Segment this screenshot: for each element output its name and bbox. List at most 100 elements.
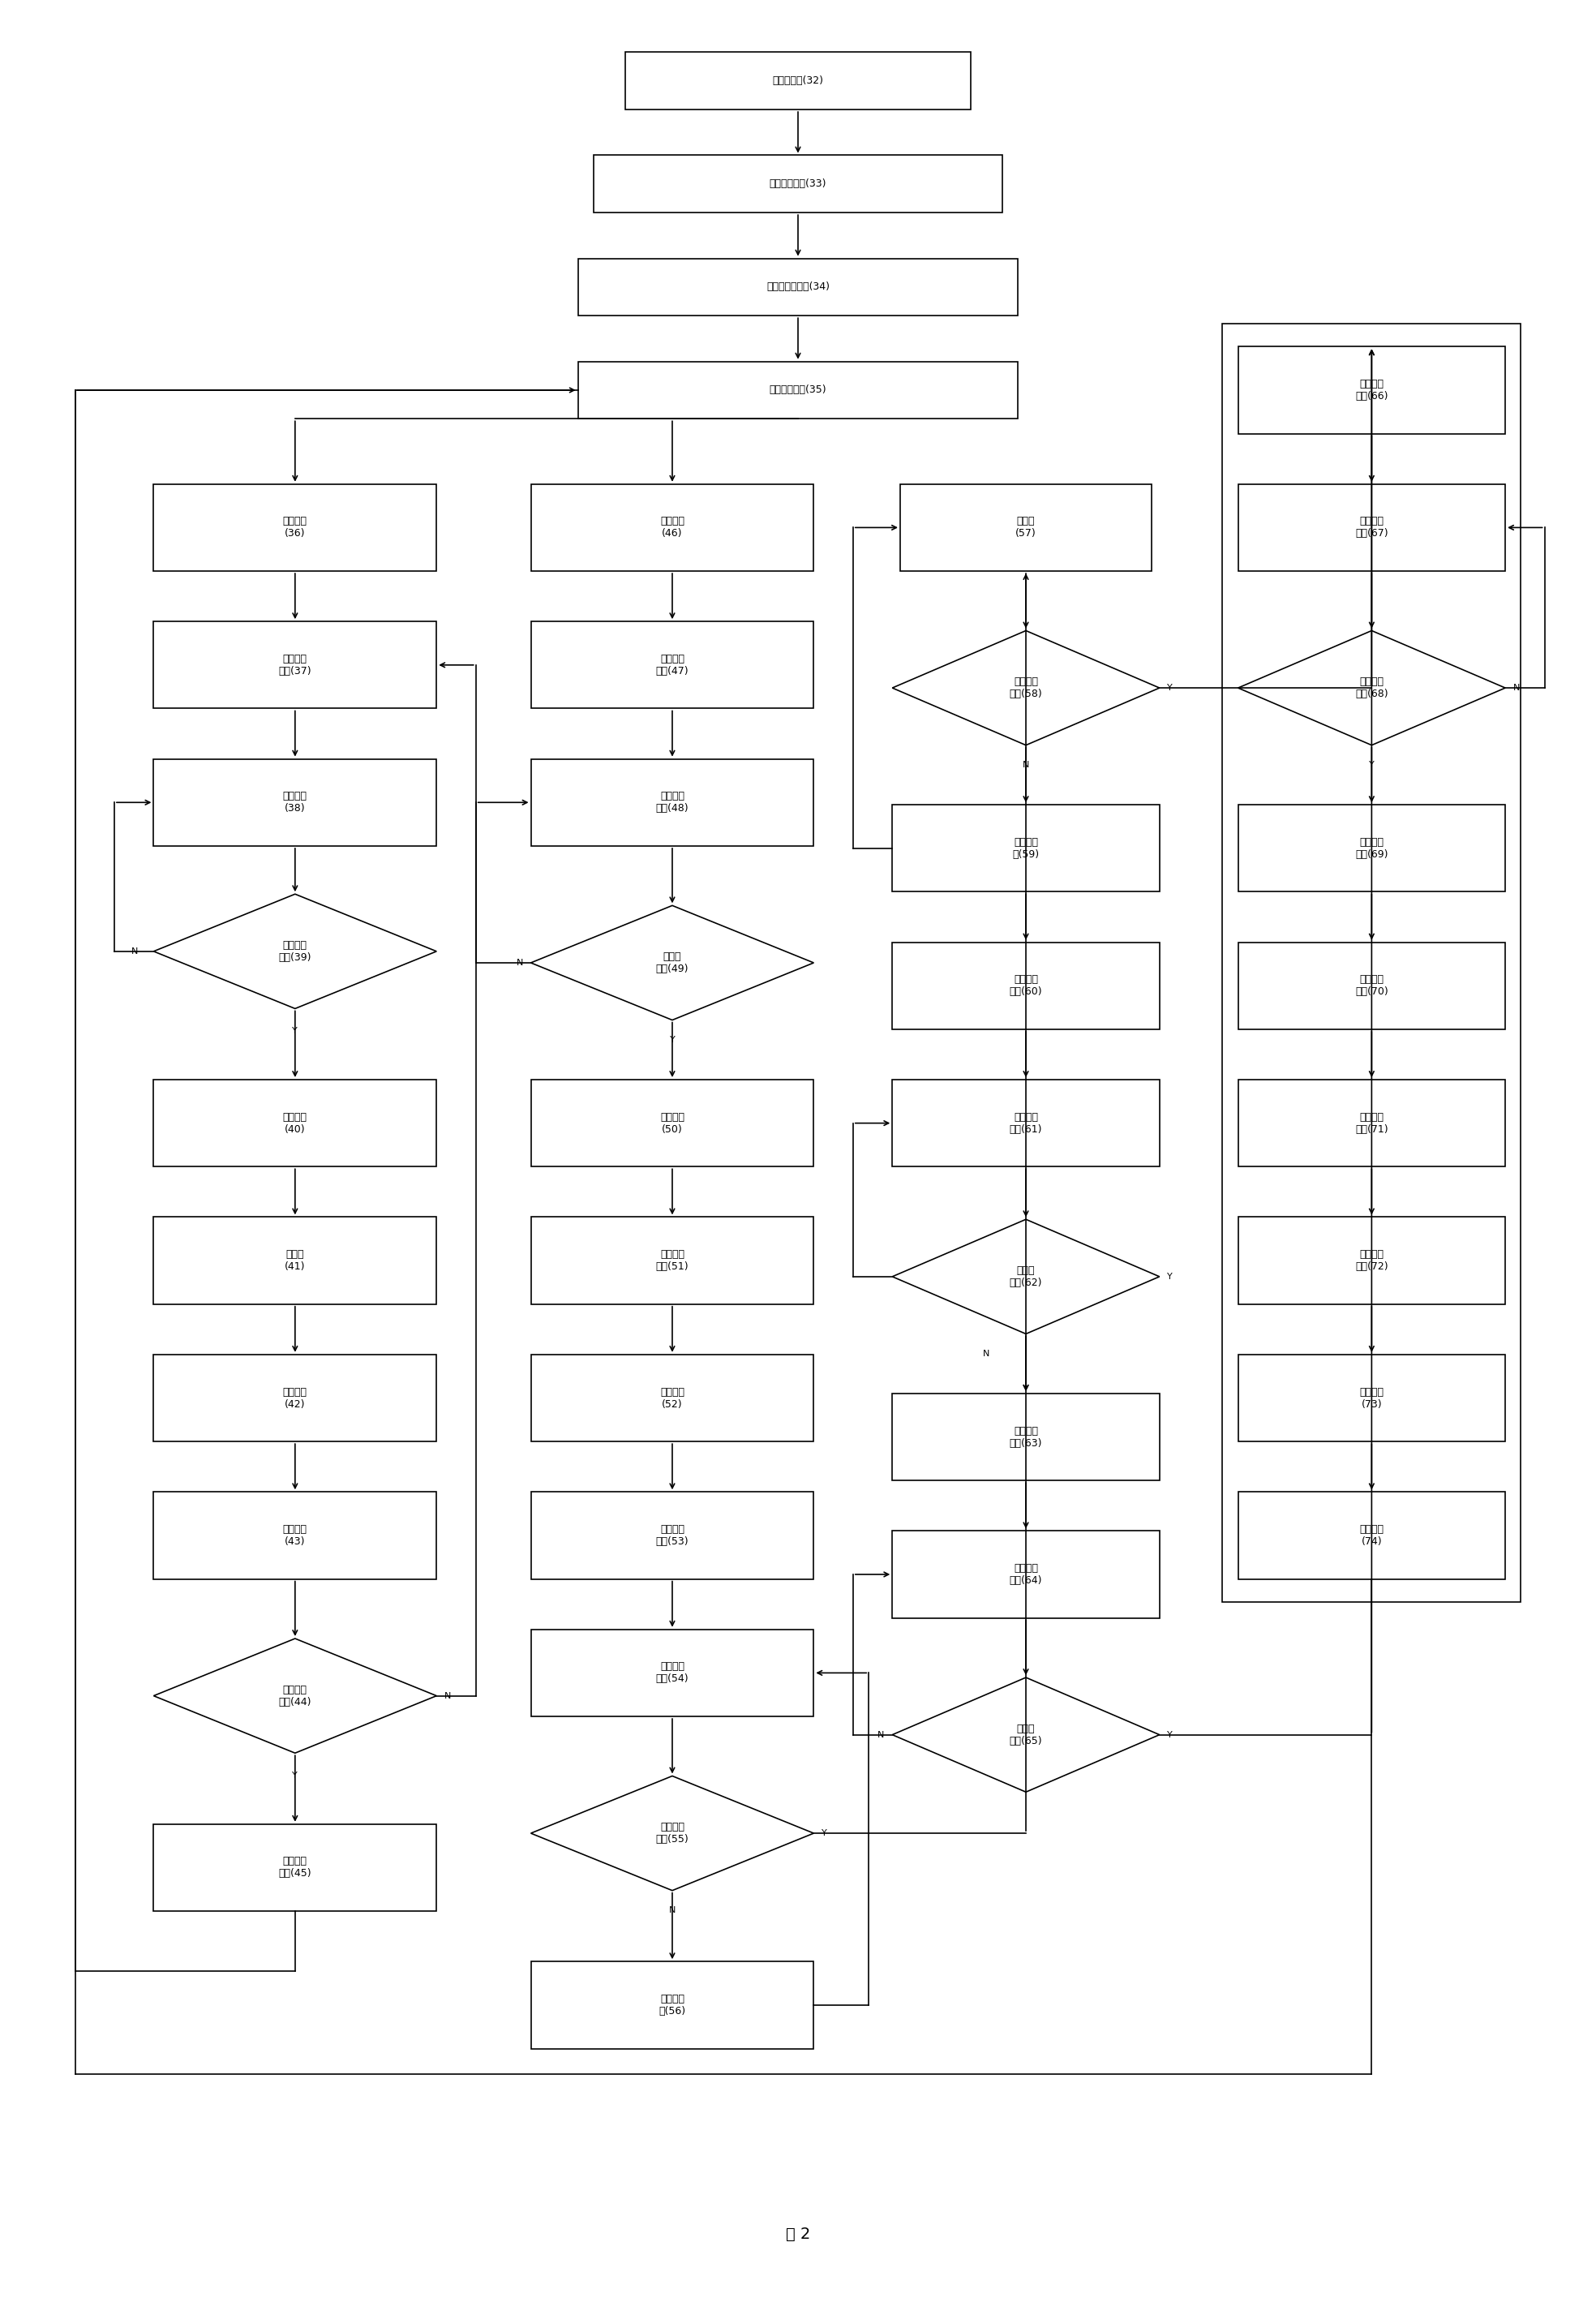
FancyBboxPatch shape	[153, 620, 437, 708]
Text: 过程开关检测(35): 过程开关检测(35)	[769, 384, 827, 396]
Text: Y: Y	[292, 1771, 298, 1780]
FancyBboxPatch shape	[153, 1218, 437, 1303]
Polygon shape	[153, 894, 437, 1009]
Text: 上升阶段
控制(61): 上升阶段 控制(61)	[1010, 1111, 1042, 1134]
FancyBboxPatch shape	[531, 1491, 814, 1579]
Text: 预置结束
否？(44): 预置结束 否？(44)	[279, 1685, 311, 1706]
Text: 系统初始化(32): 系统初始化(32)	[772, 76, 824, 86]
Text: Y: Y	[1369, 762, 1374, 769]
Polygon shape	[531, 1776, 814, 1891]
Text: 主弧电流
有？(68): 主弧电流 有？(68)	[1355, 676, 1389, 699]
FancyBboxPatch shape	[1238, 484, 1505, 572]
FancyBboxPatch shape	[531, 1961, 814, 2049]
Text: 形成键值
(40): 形成键值 (40)	[282, 1111, 306, 1134]
FancyBboxPatch shape	[531, 484, 814, 572]
Polygon shape	[1238, 630, 1505, 745]
Text: 小弧电流
有？(55): 小弧电流 有？(55)	[656, 1822, 689, 1845]
FancyBboxPatch shape	[892, 1530, 1159, 1618]
Text: 设置未预置标志(34): 设置未预置标志(34)	[766, 282, 830, 292]
FancyBboxPatch shape	[892, 1079, 1159, 1167]
FancyBboxPatch shape	[1238, 942, 1505, 1030]
Text: N: N	[444, 1692, 452, 1699]
Text: 关闭小弧
电源(71): 关闭小弧 电源(71)	[1355, 1111, 1389, 1134]
Text: 焊枪合
上？(49): 焊枪合 上？(49)	[656, 951, 689, 975]
Text: 预气阶段
显示(51): 预气阶段 显示(51)	[656, 1250, 689, 1271]
Polygon shape	[892, 1220, 1159, 1333]
Text: 设置位置
(36): 设置位置 (36)	[282, 516, 306, 539]
Text: 下降阶段
控制(67): 下降阶段 控制(67)	[1355, 516, 1389, 539]
Text: 显示修改
(43): 显示修改 (43)	[282, 1523, 306, 1546]
Text: 键判断
(41): 键判断 (41)	[284, 1250, 305, 1271]
FancyBboxPatch shape	[578, 259, 1018, 315]
Text: N: N	[1513, 683, 1519, 692]
Text: 键值处理
(42): 键值处理 (42)	[282, 1387, 306, 1410]
Text: 焊接位置
(46): 焊接位置 (46)	[661, 516, 685, 539]
FancyBboxPatch shape	[1238, 1491, 1505, 1579]
Text: 键盘扫描
(38): 键盘扫描 (38)	[282, 792, 306, 815]
Text: N: N	[516, 958, 523, 968]
Text: N: N	[131, 947, 137, 956]
FancyBboxPatch shape	[153, 1491, 437, 1579]
Text: 图 2: 图 2	[785, 2227, 811, 2241]
FancyBboxPatch shape	[531, 1218, 814, 1303]
Text: Y: Y	[1167, 1273, 1173, 1280]
Text: 关闭主弧
电源(70): 关闭主弧 电源(70)	[1355, 975, 1389, 998]
FancyBboxPatch shape	[1238, 1354, 1505, 1442]
FancyBboxPatch shape	[1238, 806, 1505, 891]
FancyBboxPatch shape	[153, 759, 437, 845]
Text: 继续引小
弧(56): 继续引小 弧(56)	[659, 1993, 686, 2016]
Text: Y: Y	[1167, 1732, 1173, 1739]
Text: 上升阶段
显示(60): 上升阶段 显示(60)	[1009, 975, 1042, 998]
Text: 主弧电流
有？(58): 主弧电流 有？(58)	[1009, 676, 1042, 699]
Text: 显示友好界面(33): 显示友好界面(33)	[769, 178, 827, 190]
Text: N: N	[983, 1350, 990, 1359]
Polygon shape	[153, 1639, 437, 1752]
Text: 预气定时
(52): 预气定时 (52)	[661, 1387, 685, 1410]
FancyBboxPatch shape	[594, 155, 1002, 213]
Text: 有否键按
下？(39): 有否键按 下？(39)	[279, 940, 311, 963]
Text: 下降阶段
显示(66): 下降阶段 显示(66)	[1355, 380, 1389, 400]
FancyBboxPatch shape	[153, 484, 437, 572]
Text: 引弧阶段
显示(53): 引弧阶段 显示(53)	[656, 1523, 689, 1546]
Text: 延气定时
(73): 延气定时 (73)	[1360, 1387, 1384, 1410]
FancyBboxPatch shape	[892, 1394, 1159, 1482]
FancyBboxPatch shape	[1238, 1218, 1505, 1303]
FancyBboxPatch shape	[153, 1354, 437, 1442]
FancyBboxPatch shape	[531, 759, 814, 845]
Text: 控制参数
初始(48): 控制参数 初始(48)	[656, 792, 689, 815]
Text: 显示预置
界面(37): 显示预置 界面(37)	[279, 653, 311, 676]
FancyBboxPatch shape	[531, 1630, 814, 1715]
FancyBboxPatch shape	[1238, 347, 1505, 433]
FancyBboxPatch shape	[900, 484, 1152, 572]
Text: Y: Y	[1167, 683, 1173, 692]
FancyBboxPatch shape	[892, 942, 1159, 1030]
FancyBboxPatch shape	[531, 1354, 814, 1442]
FancyBboxPatch shape	[626, 53, 970, 109]
Polygon shape	[892, 630, 1159, 745]
Text: 开小弧和
引弧(54): 开小弧和 引弧(54)	[656, 1662, 689, 1685]
Text: 继续转主
弧(59): 继续转主 弧(59)	[1012, 838, 1039, 859]
FancyBboxPatch shape	[1238, 1079, 1505, 1167]
Text: Y: Y	[292, 1028, 298, 1035]
Text: Y: Y	[670, 1037, 675, 1044]
Text: 转主弧
(57): 转主弧 (57)	[1015, 516, 1036, 539]
Text: 关闭气路
(74): 关闭气路 (74)	[1360, 1523, 1384, 1546]
Text: 上升结
束？(62): 上升结 束？(62)	[1010, 1266, 1042, 1287]
FancyBboxPatch shape	[531, 1079, 814, 1167]
Text: Y: Y	[822, 1829, 827, 1838]
FancyBboxPatch shape	[153, 1824, 437, 1912]
Text: 平稳阶段
控制(64): 平稳阶段 控制(64)	[1010, 1563, 1042, 1586]
Text: 继续下降
过程(69): 继续下降 过程(69)	[1355, 838, 1389, 859]
Text: N: N	[878, 1732, 884, 1739]
Text: 焊枪断
开？(65): 焊枪断 开？(65)	[1009, 1722, 1042, 1746]
Polygon shape	[892, 1678, 1159, 1792]
Text: N: N	[1023, 762, 1029, 769]
FancyBboxPatch shape	[153, 1079, 437, 1167]
Text: 显示焊接
界面(47): 显示焊接 界面(47)	[656, 653, 689, 676]
Polygon shape	[531, 905, 814, 1021]
Text: N: N	[669, 1908, 675, 1915]
Text: 延气阶段
显示(72): 延气阶段 显示(72)	[1355, 1250, 1389, 1271]
FancyBboxPatch shape	[578, 361, 1018, 419]
FancyBboxPatch shape	[892, 806, 1159, 891]
Text: 打开气路
(50): 打开气路 (50)	[661, 1111, 685, 1134]
